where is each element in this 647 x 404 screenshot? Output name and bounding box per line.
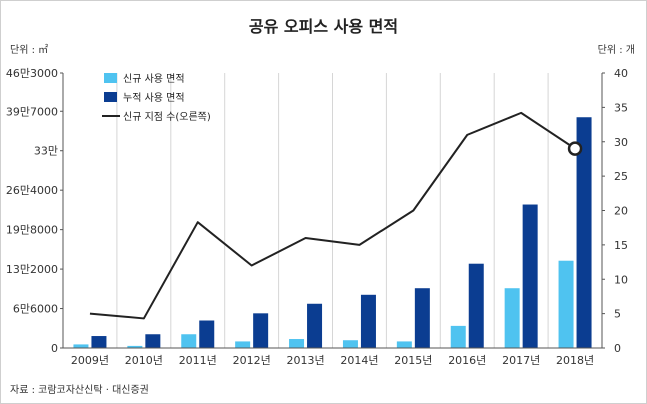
x-tick-label: 2013년	[286, 354, 324, 367]
right-tick-label: 30	[614, 136, 628, 149]
left-tick-label: 19만8000	[6, 224, 58, 237]
left-tick-label: 6만6000	[13, 303, 58, 316]
right-tick-label: 5	[614, 308, 621, 321]
left-tick-label: 0	[51, 342, 58, 355]
right-axis-unit: 단위 : 개	[597, 45, 635, 56]
bar-cumulative-area	[199, 320, 215, 348]
x-tick-label: 2010년	[125, 354, 163, 367]
right-tick-label: 40	[614, 67, 628, 80]
bar-cumulative-area	[253, 313, 269, 348]
right-tick-label: 0	[614, 342, 621, 355]
x-tick-label: 2016년	[448, 354, 486, 367]
bar-cumulative-area	[307, 303, 323, 348]
bar-cumulative-area	[360, 294, 376, 348]
bar-cumulative-area	[414, 288, 430, 348]
grid-lines	[116, 73, 549, 348]
x-tick-label: 2015년	[394, 354, 432, 367]
x-tick-label: 2011년	[179, 354, 217, 367]
legend-swatch-cumulative-area	[104, 92, 117, 102]
x-tick-label: 2014년	[340, 354, 378, 367]
chart-title: 공유 오피스 사용 면적	[248, 17, 399, 36]
right-tick-label: 15	[614, 239, 628, 252]
left-tick-label: 39만7000	[6, 105, 58, 118]
right-tick-label: 10	[614, 273, 628, 286]
legend: 신규 사용 면적 누적 사용 면적 신규 지점 수(오른쪽)	[102, 73, 211, 123]
bar-new-area	[504, 288, 520, 348]
source-note: 자료 : 코람코자산신탁 · 대신증권	[10, 385, 149, 396]
legend-swatch-new-area	[104, 73, 117, 83]
x-tick-label: 2012년	[233, 354, 271, 367]
legend-label-new-area: 신규 사용 면적	[123, 73, 185, 85]
bar-new-area	[127, 345, 143, 348]
bar-new-area	[396, 341, 412, 348]
bar-cumulative-area	[522, 204, 538, 348]
right-tick-label: 20	[614, 205, 628, 218]
bar-cumulative-area	[468, 263, 484, 348]
bar-cumulative-area	[576, 117, 592, 348]
legend-label-cumulative-area: 누적 사용 면적	[123, 92, 185, 104]
bars	[73, 117, 592, 348]
bar-cumulative-area	[91, 336, 107, 348]
x-tick-label: 2009년	[71, 354, 109, 367]
left-tick-label: 26만4000	[6, 184, 58, 197]
x-tick-label: 2018년	[556, 354, 594, 367]
bar-new-area	[450, 325, 466, 348]
left-tick-label: 13만2000	[6, 263, 58, 276]
left-tick-label: 33만	[34, 145, 58, 158]
bar-new-area	[558, 260, 574, 348]
legend-label-branch-count: 신규 지점 수(오른쪽)	[123, 111, 211, 123]
bar-new-area	[342, 340, 358, 348]
x-tick-label: 2017년	[502, 354, 540, 367]
bar-new-area	[289, 339, 305, 348]
line-series	[89, 111, 583, 320]
line-branch-count	[89, 111, 576, 320]
bar-new-area	[181, 334, 197, 348]
bar-cumulative-area	[145, 334, 161, 348]
bar-new-area	[73, 344, 89, 348]
line-end-marker	[567, 141, 583, 156]
left-tick-label: 46만3000	[6, 67, 58, 80]
left-axis-unit: 단위 : ㎡	[10, 45, 49, 56]
right-tick-label: 25	[614, 170, 628, 183]
bar-new-area	[235, 341, 251, 348]
axes: 0 6만6000 13만2000 19만8000 26만4000 33만 39만7000 46…	[6, 67, 628, 367]
right-tick-label: 35	[614, 101, 628, 114]
